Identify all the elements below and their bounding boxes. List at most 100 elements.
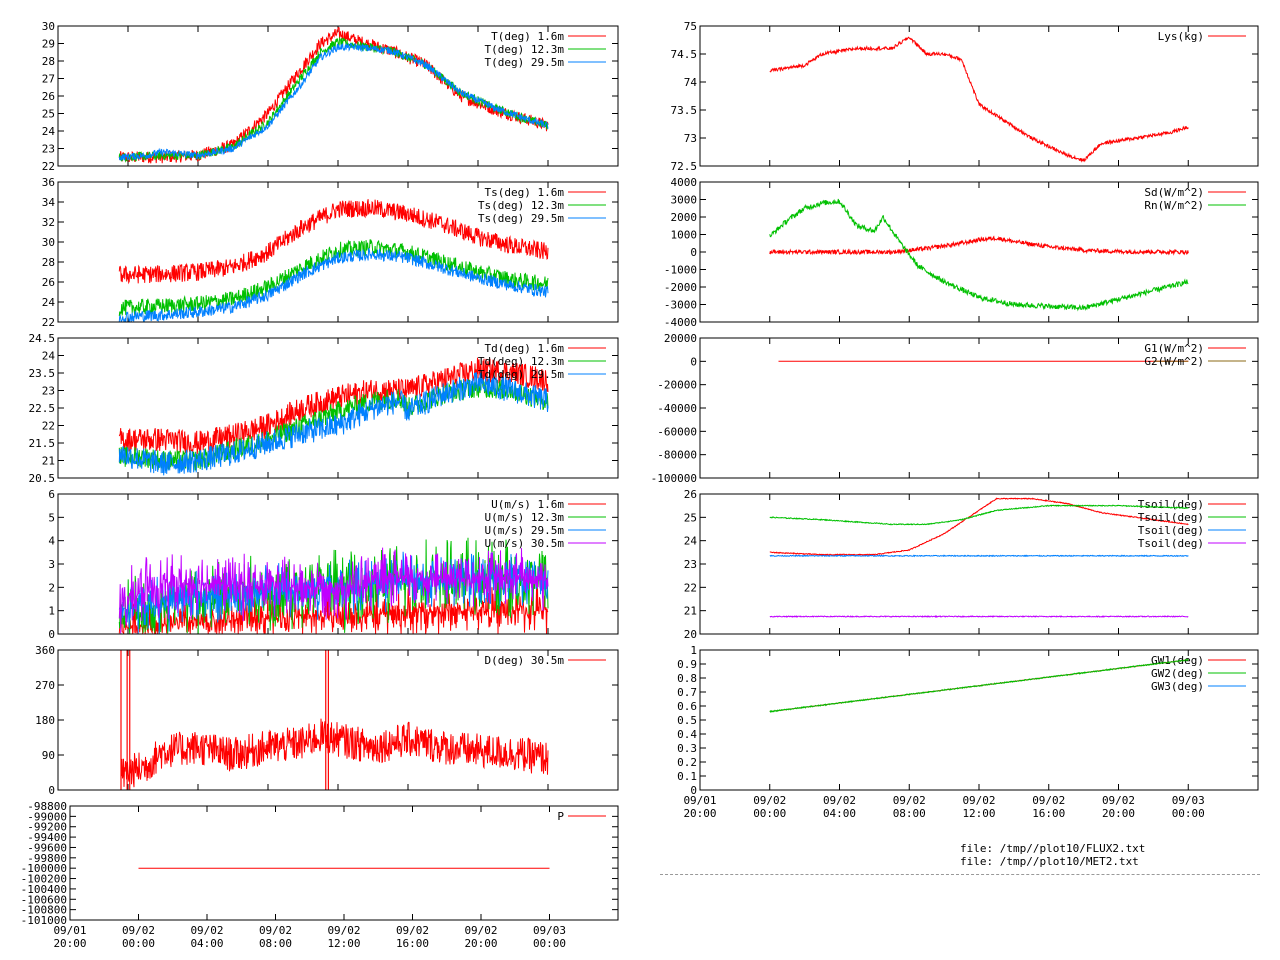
legend-label: Tsoil(deg): [1138, 524, 1204, 537]
series-line: [118, 372, 549, 476]
ytick-label: 26: [42, 276, 55, 289]
ytick-label: 74.5: [671, 48, 698, 61]
legend-label: Ts(deg) 12.3m: [478, 199, 564, 212]
panel-g: -100000 -80000 -60000 -40000 -20000 0 20000 G1(…: [651, 332, 1259, 485]
panel-tsoil: 20212223242526Tsoil(deg)Tsoil(deg)Tsoil(…: [684, 488, 1259, 641]
xtick-label-date: 09/03: [533, 924, 566, 937]
ytick-label: -3000: [664, 299, 697, 312]
legend-label: D(deg) 30.5m: [485, 654, 565, 667]
series-line: [118, 547, 549, 634]
series-line: [118, 376, 549, 471]
ytick-label: 73: [684, 132, 697, 145]
series-line: [118, 238, 549, 317]
ytick-label: -99600: [27, 841, 67, 854]
xtick-label-time: 20:00: [53, 937, 86, 950]
series-line: [769, 497, 1189, 557]
ytick-label: 25: [684, 511, 697, 524]
xtick-label-time: 00:00: [122, 937, 155, 950]
ytick-label: 4: [48, 535, 55, 548]
legend-label: Td(deg) 12.3m: [478, 355, 564, 368]
legend-label: U(m/s) 1.6m: [491, 498, 564, 511]
ytick-label: 1: [690, 644, 697, 657]
series-line: [118, 587, 549, 634]
ytick-label: 90: [42, 749, 55, 762]
ytick-label: -100800: [21, 904, 67, 917]
legend-label: Tsoil(deg): [1138, 537, 1204, 550]
panel-d: 0 90 180 270 360 D(deg) 30.5m: [35, 644, 619, 797]
legend-label: Td(deg) 1.6m: [485, 342, 565, 355]
ytick-label: 28: [42, 55, 55, 68]
ytick-label: 20: [684, 628, 697, 641]
ytick-label: 0: [690, 784, 697, 797]
ytick-label: -2000: [664, 281, 697, 294]
ytick-label: 0.3: [677, 742, 697, 755]
legend-label: Tsoil(deg): [1138, 498, 1204, 511]
legend-label: Lys(kg): [1158, 30, 1204, 43]
ytick-label: 0: [48, 784, 55, 797]
ytick-label: -20000: [657, 379, 697, 392]
ytick-label: 0.1: [677, 770, 697, 783]
panel-p: -101000-100800-100600-100400-100200-1000…: [21, 800, 619, 950]
ytick-label: 4000: [671, 176, 698, 189]
series-line: [769, 198, 1189, 312]
ytick-label: 0.6: [677, 700, 697, 713]
panel-lys: 72.5 73 73.5 74 74.5 75 Lys(kg): [671, 20, 1259, 173]
xtick-label-date: 09/02: [327, 924, 360, 937]
xtick-label-date: 09/03: [1172, 794, 1205, 807]
file-line-met: file: /tmp//plot10/MET2.txt: [960, 855, 1139, 868]
plot-frame: [57, 337, 619, 479]
ytick-label: 24: [684, 535, 698, 548]
plot-frame: [699, 181, 1259, 323]
ytick-label: 23: [42, 385, 55, 398]
plot-frame: [57, 25, 619, 167]
ytick-label: -100600: [21, 893, 67, 906]
ytick-label: 0.2: [677, 756, 697, 769]
ytick-label: 24: [42, 125, 56, 138]
ytick-label: 22: [42, 420, 55, 433]
ytick-label: 22: [684, 581, 697, 594]
xtick-label-time: 20:00: [683, 807, 716, 820]
ytick-label: 0.7: [677, 686, 697, 699]
ytick-label: 1: [48, 605, 55, 618]
ytick-label: 6: [48, 488, 55, 501]
legend-label: G2(W/m^2): [1144, 355, 1204, 368]
plot-frame: [699, 337, 1259, 479]
ytick-label: 0.9: [677, 658, 697, 671]
legend-label: Rn(W/m^2): [1144, 199, 1204, 212]
ytick-label: 36: [42, 176, 55, 189]
ytick-label: 73.5: [671, 104, 698, 117]
ytick-label: -60000: [657, 425, 697, 438]
xtick-label-time: 04:00: [823, 807, 856, 820]
ytick-label: 30: [42, 236, 55, 249]
ytick-label: -40000: [657, 402, 697, 415]
xtick-label-time: 08:00: [893, 807, 926, 820]
xtick-label-time: 04:00: [190, 937, 223, 950]
xtick-label-time: 00:00: [533, 937, 566, 950]
legend-label: Td(deg) 29.5m: [478, 368, 564, 381]
ytick-label: 26: [684, 488, 697, 501]
legend-label: Ts(deg) 29.5m: [478, 212, 564, 225]
ytick-label: 24.5: [29, 332, 56, 345]
ytick-label: 23: [42, 143, 55, 156]
xtick-label-date: 09/02: [122, 924, 155, 937]
ytick-label: 32: [42, 216, 55, 229]
plot-frame: [69, 805, 619, 921]
series-line: [769, 614, 1189, 619]
ytick-label: 25: [42, 108, 55, 121]
ytick-label: 72.5: [671, 160, 698, 173]
ytick-label: 0: [48, 628, 55, 641]
legend-label: Sd(W/m^2): [1144, 186, 1204, 199]
ytick-label: 0.4: [677, 728, 697, 741]
ytick-label: 29: [42, 38, 55, 51]
ytick-label: 0.8: [677, 672, 697, 685]
xtick-label-time: 20:00: [464, 937, 497, 950]
ytick-label: -99400: [27, 831, 67, 844]
xtick-label-date: 09/02: [259, 924, 292, 937]
xtick-label-date: 09/02: [753, 794, 786, 807]
ytick-label: 0: [690, 246, 697, 259]
ytick-label: 21: [42, 455, 55, 468]
file-line-flux: file: /tmp//plot10/FLUX2.txt: [960, 842, 1146, 855]
series-line: [769, 235, 1189, 256]
xtick-label-time: 16:00: [396, 937, 429, 950]
